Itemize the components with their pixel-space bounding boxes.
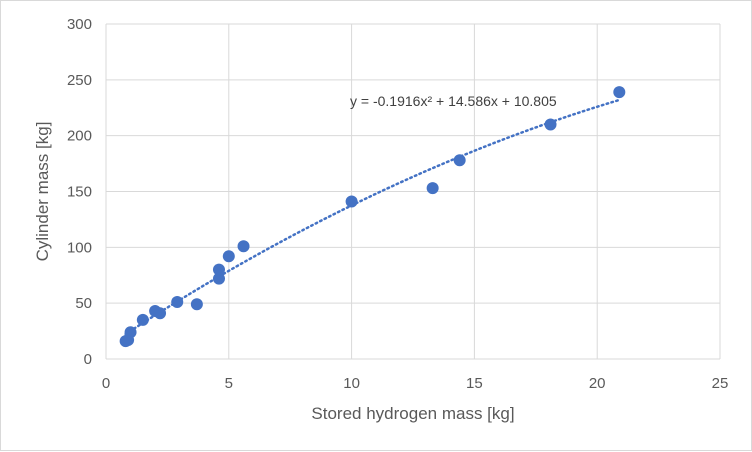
data-point [613,86,626,99]
trendline-group [124,98,621,336]
data-points [119,86,626,348]
data-point [171,296,184,309]
x-axis-title: Stored hydrogen mass [kg] [311,404,514,423]
polynomial-trendline [124,98,621,336]
data-point [212,272,225,285]
tick-labels: 0 50 100 150 200 250 300 0 5 10 15 20 25 [67,16,728,392]
data-point [124,326,137,339]
data-point [426,182,439,195]
y-tick-label: 300 [67,16,92,33]
data-point [237,240,250,253]
data-point [453,154,466,167]
gridlines [105,23,721,360]
trendline-equation: y = -0.1916x² + 14.586x + 10.805 [350,93,557,109]
data-point [190,298,203,311]
data-point [154,307,167,320]
x-tick-label: 0 [102,375,110,392]
data-point [222,250,235,263]
data-point [136,313,149,326]
data-point [544,118,557,131]
data-point [212,263,225,276]
y-tick-label: 200 [67,128,92,145]
y-tick-label: 250 [67,72,92,89]
x-tick-label: 15 [466,375,483,392]
x-tick-label: 10 [343,375,360,392]
x-tick-label: 25 [712,375,729,392]
y-tick-label: 150 [67,184,92,201]
y-tick-label: 0 [84,351,92,368]
data-point [345,195,358,208]
y-tick-label: 100 [67,239,92,256]
x-tick-label: 5 [225,375,233,392]
y-tick-label: 50 [75,295,92,312]
x-tick-label: 20 [589,375,606,392]
y-axis-title: Cylinder mass [kg] [33,122,52,262]
